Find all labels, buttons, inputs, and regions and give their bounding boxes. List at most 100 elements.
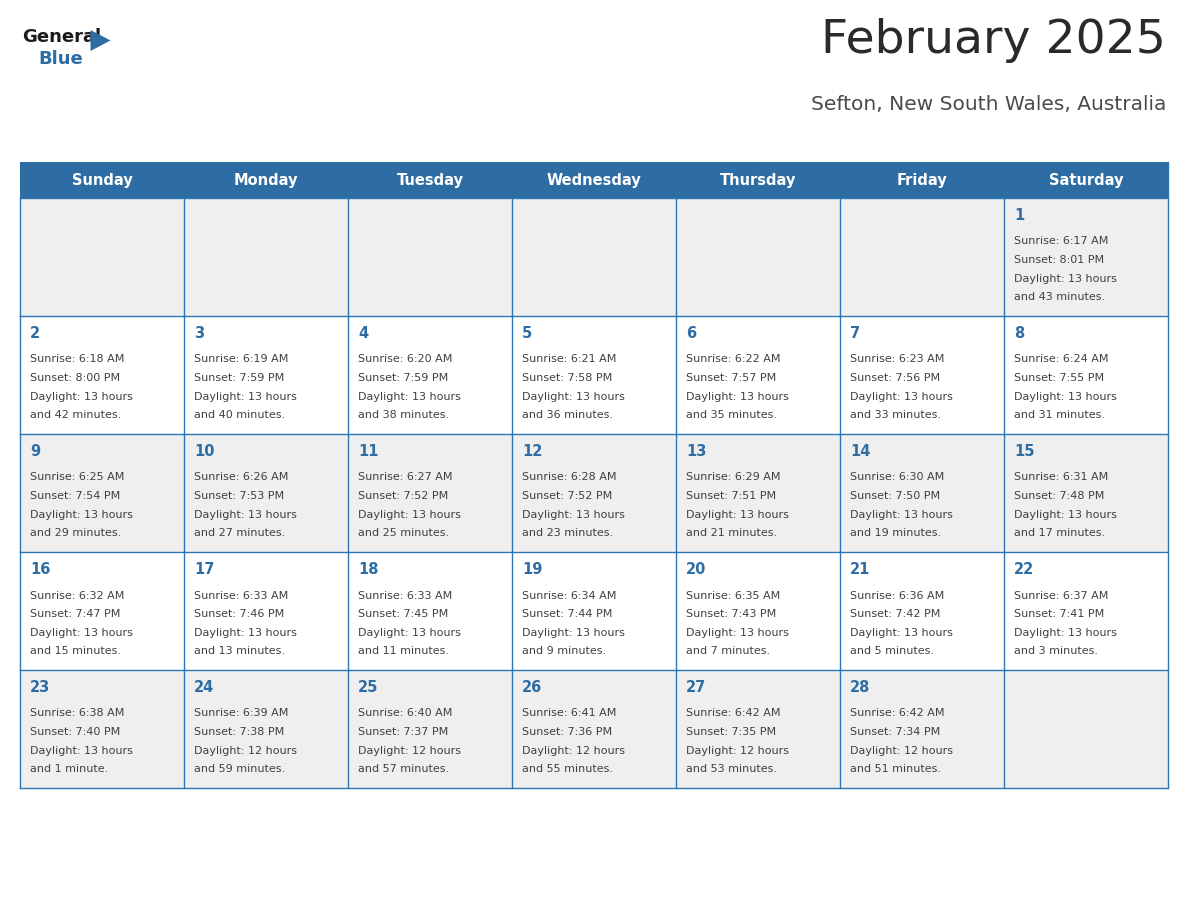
Text: 9: 9 bbox=[30, 444, 40, 459]
Text: and 29 minutes.: and 29 minutes. bbox=[30, 528, 121, 538]
Text: Sunrise: 6:28 AM: Sunrise: 6:28 AM bbox=[522, 473, 617, 483]
Text: Daylight: 13 hours: Daylight: 13 hours bbox=[358, 391, 461, 401]
Text: Sunrise: 6:34 AM: Sunrise: 6:34 AM bbox=[522, 590, 617, 600]
Text: 24: 24 bbox=[194, 680, 214, 695]
Text: and 40 minutes.: and 40 minutes. bbox=[194, 410, 285, 420]
Text: Sunrise: 6:33 AM: Sunrise: 6:33 AM bbox=[194, 590, 289, 600]
Text: Sunset: 7:45 PM: Sunset: 7:45 PM bbox=[358, 609, 448, 619]
Bar bbox=[20, 316, 1168, 434]
Text: 28: 28 bbox=[849, 680, 871, 695]
Text: Daylight: 13 hours: Daylight: 13 hours bbox=[685, 628, 789, 637]
Text: 11: 11 bbox=[358, 444, 379, 459]
Text: Sunrise: 6:41 AM: Sunrise: 6:41 AM bbox=[522, 709, 617, 719]
Text: 19: 19 bbox=[522, 562, 543, 577]
Text: Saturday: Saturday bbox=[1049, 173, 1123, 187]
Text: 22: 22 bbox=[1015, 562, 1035, 577]
Text: Sunset: 7:59 PM: Sunset: 7:59 PM bbox=[194, 373, 284, 383]
Text: Daylight: 13 hours: Daylight: 13 hours bbox=[1015, 509, 1117, 520]
Text: Sunrise: 6:40 AM: Sunrise: 6:40 AM bbox=[358, 709, 453, 719]
Text: and 31 minutes.: and 31 minutes. bbox=[1015, 410, 1105, 420]
Text: and 36 minutes.: and 36 minutes. bbox=[522, 410, 613, 420]
Text: 8: 8 bbox=[1015, 326, 1024, 341]
Text: Daylight: 13 hours: Daylight: 13 hours bbox=[685, 391, 789, 401]
Text: Sunrise: 6:35 AM: Sunrise: 6:35 AM bbox=[685, 590, 781, 600]
Text: and 57 minutes.: and 57 minutes. bbox=[358, 764, 449, 774]
Bar bbox=[20, 670, 1168, 788]
Text: Daylight: 13 hours: Daylight: 13 hours bbox=[194, 509, 297, 520]
Text: and 42 minutes.: and 42 minutes. bbox=[30, 410, 121, 420]
Text: Sunrise: 6:27 AM: Sunrise: 6:27 AM bbox=[358, 473, 453, 483]
Text: Sunrise: 6:31 AM: Sunrise: 6:31 AM bbox=[1015, 473, 1108, 483]
Text: 6: 6 bbox=[685, 326, 696, 341]
Text: Sunset: 7:44 PM: Sunset: 7:44 PM bbox=[522, 609, 612, 619]
Text: and 13 minutes.: and 13 minutes. bbox=[194, 646, 285, 656]
Text: Sunset: 7:37 PM: Sunset: 7:37 PM bbox=[358, 727, 448, 737]
Text: Friday: Friday bbox=[897, 173, 947, 187]
Text: Daylight: 13 hours: Daylight: 13 hours bbox=[522, 391, 625, 401]
Text: and 59 minutes.: and 59 minutes. bbox=[194, 764, 285, 774]
Text: Daylight: 12 hours: Daylight: 12 hours bbox=[849, 745, 953, 756]
Text: Monday: Monday bbox=[234, 173, 298, 187]
Text: Daylight: 13 hours: Daylight: 13 hours bbox=[194, 391, 297, 401]
Text: Sunrise: 6:19 AM: Sunrise: 6:19 AM bbox=[194, 354, 289, 364]
Text: Sunset: 7:52 PM: Sunset: 7:52 PM bbox=[522, 491, 612, 501]
Text: Sunset: 7:56 PM: Sunset: 7:56 PM bbox=[849, 373, 940, 383]
Text: and 27 minutes.: and 27 minutes. bbox=[194, 528, 285, 538]
Text: Sunrise: 6:22 AM: Sunrise: 6:22 AM bbox=[685, 354, 781, 364]
Text: Sunset: 7:43 PM: Sunset: 7:43 PM bbox=[685, 609, 776, 619]
Text: Sunset: 7:42 PM: Sunset: 7:42 PM bbox=[849, 609, 941, 619]
Text: 12: 12 bbox=[522, 444, 543, 459]
Text: 13: 13 bbox=[685, 444, 707, 459]
Text: Sunset: 8:00 PM: Sunset: 8:00 PM bbox=[30, 373, 120, 383]
Text: and 35 minutes.: and 35 minutes. bbox=[685, 410, 777, 420]
Text: Thursday: Thursday bbox=[720, 173, 796, 187]
Bar bbox=[20, 198, 1168, 316]
Text: 14: 14 bbox=[849, 444, 871, 459]
Text: and 3 minutes.: and 3 minutes. bbox=[1015, 646, 1098, 656]
Text: Daylight: 13 hours: Daylight: 13 hours bbox=[849, 391, 953, 401]
Text: and 38 minutes.: and 38 minutes. bbox=[358, 410, 449, 420]
Text: Sunset: 7:34 PM: Sunset: 7:34 PM bbox=[849, 727, 940, 737]
Text: 10: 10 bbox=[194, 444, 215, 459]
Text: and 25 minutes.: and 25 minutes. bbox=[358, 528, 449, 538]
Text: and 11 minutes.: and 11 minutes. bbox=[358, 646, 449, 656]
Text: 3: 3 bbox=[194, 326, 204, 341]
Text: Sunrise: 6:36 AM: Sunrise: 6:36 AM bbox=[849, 590, 944, 600]
Text: 20: 20 bbox=[685, 562, 707, 577]
Text: 27: 27 bbox=[685, 680, 706, 695]
Text: Sunset: 7:47 PM: Sunset: 7:47 PM bbox=[30, 609, 120, 619]
Bar bbox=[20, 552, 1168, 670]
Text: Sunrise: 6:17 AM: Sunrise: 6:17 AM bbox=[1015, 237, 1108, 247]
Text: Daylight: 13 hours: Daylight: 13 hours bbox=[522, 628, 625, 637]
Text: Sunday: Sunday bbox=[71, 173, 132, 187]
Text: Sunset: 7:46 PM: Sunset: 7:46 PM bbox=[194, 609, 284, 619]
Text: Sunrise: 6:24 AM: Sunrise: 6:24 AM bbox=[1015, 354, 1108, 364]
Text: Sunrise: 6:33 AM: Sunrise: 6:33 AM bbox=[358, 590, 453, 600]
Text: and 53 minutes.: and 53 minutes. bbox=[685, 764, 777, 774]
Text: Daylight: 12 hours: Daylight: 12 hours bbox=[358, 745, 461, 756]
Text: Sunset: 7:38 PM: Sunset: 7:38 PM bbox=[194, 727, 284, 737]
Text: Sunset: 7:53 PM: Sunset: 7:53 PM bbox=[194, 491, 284, 501]
Text: and 7 minutes.: and 7 minutes. bbox=[685, 646, 770, 656]
Text: Sunrise: 6:21 AM: Sunrise: 6:21 AM bbox=[522, 354, 617, 364]
Text: Sunset: 7:52 PM: Sunset: 7:52 PM bbox=[358, 491, 448, 501]
Text: Tuesday: Tuesday bbox=[397, 173, 463, 187]
Text: Daylight: 13 hours: Daylight: 13 hours bbox=[194, 628, 297, 637]
Text: Blue: Blue bbox=[38, 50, 83, 68]
Text: 16: 16 bbox=[30, 562, 50, 577]
Text: General: General bbox=[23, 28, 101, 46]
Text: Sunrise: 6:23 AM: Sunrise: 6:23 AM bbox=[849, 354, 944, 364]
Text: 1: 1 bbox=[1015, 208, 1024, 223]
Text: Daylight: 12 hours: Daylight: 12 hours bbox=[685, 745, 789, 756]
Text: Sunrise: 6:42 AM: Sunrise: 6:42 AM bbox=[849, 709, 944, 719]
Text: Daylight: 13 hours: Daylight: 13 hours bbox=[1015, 628, 1117, 637]
Text: 18: 18 bbox=[358, 562, 379, 577]
Text: 5: 5 bbox=[522, 326, 532, 341]
Text: Daylight: 13 hours: Daylight: 13 hours bbox=[685, 509, 789, 520]
Text: Sunrise: 6:38 AM: Sunrise: 6:38 AM bbox=[30, 709, 125, 719]
Text: Daylight: 13 hours: Daylight: 13 hours bbox=[849, 509, 953, 520]
Text: Sunrise: 6:29 AM: Sunrise: 6:29 AM bbox=[685, 473, 781, 483]
Text: Sunset: 7:54 PM: Sunset: 7:54 PM bbox=[30, 491, 120, 501]
Text: Daylight: 12 hours: Daylight: 12 hours bbox=[194, 745, 297, 756]
Text: and 51 minutes.: and 51 minutes. bbox=[849, 764, 941, 774]
